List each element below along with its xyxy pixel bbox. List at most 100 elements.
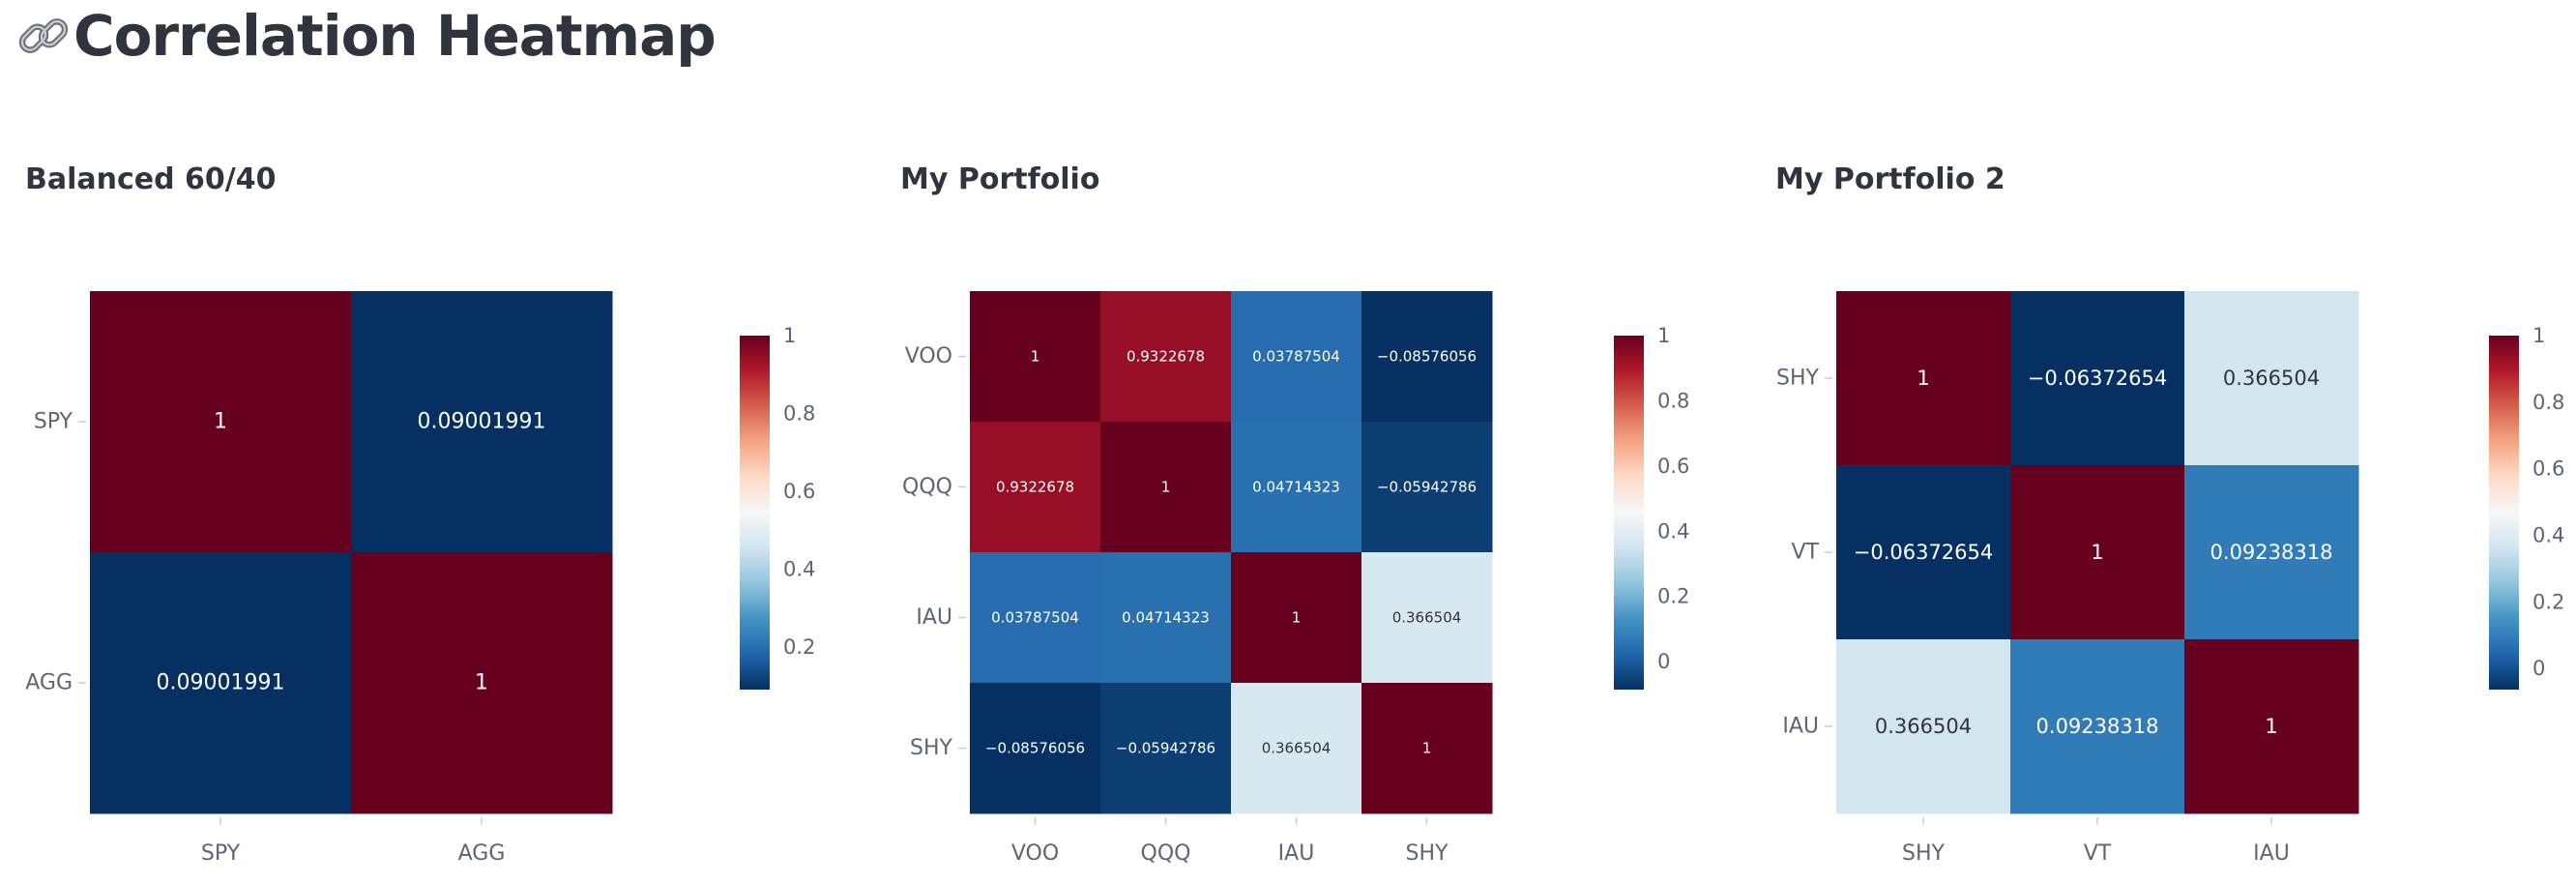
heatmap-cell[interactable] <box>2184 639 2359 814</box>
x-axis-label: IAU <box>1278 841 1315 866</box>
heatmap-cell-label: 1 <box>2091 541 2103 564</box>
heatmap-cell[interactable] <box>1361 552 1493 684</box>
heatmap-cell[interactable] <box>1836 465 2011 640</box>
x-axis-label: SHY <box>1902 841 1946 866</box>
heatmap-cell[interactable] <box>351 552 613 814</box>
heatmap-cell[interactable] <box>1100 552 1232 684</box>
colorbar-tick-label: 0.8 <box>783 401 815 425</box>
heatmap-cell[interactable] <box>1231 291 1362 423</box>
heatmap-cell-label: 1 <box>2265 715 2277 738</box>
heatmap-cell[interactable] <box>1231 422 1362 553</box>
y-axis-label: IAU <box>1782 715 1819 739</box>
heatmap-cell-label: 0.09238318 <box>2036 715 2159 738</box>
page-title: Correlation Heatmap <box>15 2 717 70</box>
colorbar-tick-label: 1 <box>1657 324 1670 347</box>
heatmap-cell-label: 0.04714323 <box>1122 609 1210 627</box>
y-axis-label: VT <box>1792 541 1820 565</box>
colorbar-tick-label: 0.2 <box>2532 590 2564 613</box>
heatmap-cell[interactable] <box>90 291 352 553</box>
colorbar <box>2489 336 2519 690</box>
heatmap-cell-label: 1 <box>475 671 488 695</box>
heatmap-cell[interactable] <box>1100 291 1232 423</box>
heatmap-cell-label: 0.09001991 <box>157 671 285 695</box>
page-title-text: Correlation Heatmap <box>73 3 717 69</box>
colorbar-tick-label: 1 <box>783 324 796 347</box>
y-axis-label: VOO <box>905 344 952 368</box>
chart-title-my-portfolio-2: My Portfolio 2 <box>1775 162 2005 196</box>
heatmap-cell[interactable] <box>2184 291 2359 466</box>
y-axis-label: QQQ <box>902 475 952 499</box>
heatmap-cell[interactable] <box>970 291 1101 423</box>
x-axis-label: AGG <box>458 841 506 866</box>
heatmap-cell-label: 0.03787504 <box>991 609 1079 627</box>
colorbar <box>740 336 770 690</box>
y-axis-label: SPY <box>34 410 73 434</box>
colorbar-tick-label: 0.4 <box>2532 523 2564 546</box>
heatmap-cell-label: 0.9322678 <box>996 479 1074 496</box>
heatmap-cell[interactable] <box>1231 552 1362 684</box>
y-axis-label: SHY <box>910 736 953 760</box>
y-axis-label: SHY <box>1776 367 1820 391</box>
heatmap-cell[interactable] <box>1100 422 1232 553</box>
heatmap-cell-label: 0.04714323 <box>1252 479 1340 496</box>
heatmap-cell[interactable] <box>2010 639 2185 814</box>
heatmap-cell[interactable] <box>90 552 352 814</box>
chart-title-my-portfolio: My Portfolio <box>900 162 1100 196</box>
chain-link-icon <box>18 18 69 53</box>
heatmap-cell[interactable] <box>1361 422 1493 553</box>
colorbar-tick-label: 0.8 <box>2532 391 2564 414</box>
heatmap-cell-label: 0.03787504 <box>1252 348 1340 366</box>
heatmap-cell-label: 0.09001991 <box>418 410 546 434</box>
heatmap-cell[interactable] <box>970 422 1101 553</box>
colorbar-tick-label: 0.2 <box>783 635 815 659</box>
heatmap-cell[interactable] <box>2010 291 2185 466</box>
heatmap-cell[interactable] <box>1361 683 1493 814</box>
heatmap-cell[interactable] <box>970 552 1101 684</box>
colorbar-tick-label: 0 <box>2532 657 2545 680</box>
x-axis-label: VT <box>2084 841 2112 866</box>
colorbar-tick-label: 1 <box>2532 324 2545 347</box>
heatmap-cell-label: 1 <box>1422 740 1432 757</box>
colorbar-tick-label: 0.6 <box>1657 455 1689 478</box>
heatmap-cell[interactable] <box>1361 291 1493 423</box>
x-axis-label: IAU <box>2253 841 2290 866</box>
heatmap-cell[interactable] <box>1231 683 1362 814</box>
heatmap-cell-label: 0.366504 <box>1392 609 1462 627</box>
heatmap-cell[interactable] <box>2010 465 2185 640</box>
colorbar-tick-label: 0.2 <box>1657 585 1689 608</box>
heatmap-cell[interactable] <box>1836 639 2011 814</box>
heatmap-cell[interactable] <box>351 291 613 553</box>
colorbar-tick-label: 0.6 <box>783 480 815 503</box>
colorbar-tick-label: 0.4 <box>1657 519 1689 543</box>
heatmap-cell-label: 1 <box>1917 367 1929 390</box>
heatmap-cell-label: −0.08576056 <box>1377 348 1477 366</box>
heatmap-cell-label: −0.08576056 <box>985 740 1085 757</box>
heatmap-cell-label: 0.09238318 <box>2210 541 2333 564</box>
colorbar-tick-label: 0.4 <box>783 557 815 580</box>
heatmap-cell-label: 1 <box>1031 348 1040 366</box>
heatmap-cell[interactable] <box>1100 683 1232 814</box>
x-axis-label: SPY <box>201 841 241 866</box>
heatmap-cell-label: 0.366504 <box>1262 740 1332 757</box>
colorbar-tick-label: 0.8 <box>1657 389 1689 412</box>
heatmap-cell-label: −0.05942786 <box>1116 740 1215 757</box>
heatmap-cell-label: 0.366504 <box>2223 367 2320 390</box>
heatmap-cell[interactable] <box>970 683 1101 814</box>
x-axis-label: SHY <box>1406 841 1449 866</box>
heatmap-cell-label: −0.06372654 <box>2028 367 2168 390</box>
heatmap-cell-label: 1 <box>214 410 227 434</box>
colorbar <box>1614 336 1644 690</box>
heatmap-cell-label: −0.06372654 <box>1854 541 1994 564</box>
heatmap-cell-label: 1 <box>1292 609 1302 627</box>
heatmap-cell-label: 1 <box>1161 479 1171 496</box>
heatmap-cell[interactable] <box>2184 465 2359 640</box>
x-axis-label: QQQ <box>1141 841 1191 866</box>
y-axis-label: AGG <box>25 671 73 695</box>
heatmap-cell-label: −0.05942786 <box>1377 479 1477 496</box>
y-axis-label: IAU <box>916 605 952 630</box>
colorbar-tick-label: 0 <box>1657 650 1670 673</box>
heatmap-cell[interactable] <box>1836 291 2011 466</box>
